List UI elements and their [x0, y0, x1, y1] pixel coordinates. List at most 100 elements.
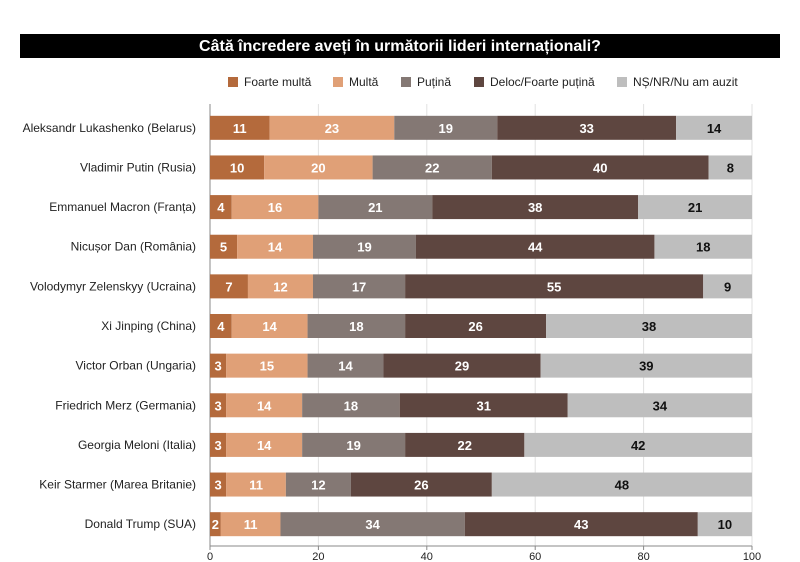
- data-label: 3: [215, 398, 222, 413]
- data-label: 16: [268, 200, 282, 215]
- x-axis: 0 20 40 60 80 100: [207, 545, 761, 562]
- legend-label: Multă: [349, 75, 379, 89]
- bar-segment: [432, 195, 639, 220]
- data-label: 11: [244, 517, 258, 532]
- data-label: 3: [215, 359, 222, 374]
- data-label: 14: [262, 319, 277, 334]
- legend-label: Foarte multă: [244, 75, 312, 89]
- bar-segment: [405, 314, 547, 338]
- bar-segment: [285, 472, 351, 497]
- legend-swatch: [474, 77, 484, 87]
- data-label: 14: [268, 240, 283, 255]
- legend-item: Puțină: [401, 75, 451, 89]
- title-bar: [20, 34, 780, 58]
- bar-segment: [497, 115, 677, 140]
- category-label: Emmanuel Macron (Franța): [49, 200, 196, 214]
- bar-segment: [307, 353, 384, 378]
- chart-title: Câtă încredere aveți în următorii lideri…: [199, 38, 601, 55]
- bar-segment: [226, 472, 286, 497]
- data-label: 3: [215, 438, 222, 453]
- data-label: 18: [344, 398, 358, 413]
- legend-item: NȘ/NR/Nu am auzit: [617, 75, 738, 89]
- data-label: 29: [455, 359, 469, 374]
- data-label: 38: [528, 200, 542, 215]
- data-label: 38: [642, 319, 656, 334]
- bar-segment: [210, 155, 265, 180]
- bar-segment: [708, 155, 752, 180]
- bar-segment: [399, 393, 568, 418]
- category-labels: Aleksandr Lukashenko (Belarus) Vladimir P…: [23, 121, 196, 531]
- bar-segment: [372, 155, 492, 180]
- bar-segment: [697, 512, 752, 537]
- bar-segment: [226, 393, 303, 418]
- data-label: 42: [631, 438, 645, 453]
- data-label: 7: [225, 279, 232, 294]
- legend-swatch: [401, 77, 411, 87]
- bar-segment: [280, 512, 465, 537]
- data-label: 34: [365, 517, 380, 532]
- legend-item: Multă: [333, 75, 379, 89]
- bar-segment: [464, 512, 698, 537]
- bar-segment: [210, 314, 232, 338]
- data-label: 39: [639, 359, 653, 374]
- bar-row: 4 16 21 38 21: [210, 195, 752, 220]
- bar-segment: [210, 393, 227, 418]
- data-label: 17: [352, 279, 366, 294]
- data-label: 11: [233, 121, 247, 136]
- legend: Foarte multă Multă Puțină Deloc/Foarte puți…: [228, 75, 738, 89]
- data-label: 19: [439, 121, 453, 136]
- data-label: 14: [707, 121, 722, 136]
- bar-row: 4 14 18 26 38: [210, 314, 752, 338]
- legend-swatch: [333, 77, 343, 87]
- data-label: 22: [425, 160, 439, 175]
- bar-segment: [638, 195, 752, 220]
- category-label: Xi Jinping (China): [101, 319, 196, 333]
- bar-segment: [654, 234, 752, 259]
- bar-segment: [307, 314, 406, 338]
- bar-segment: [269, 115, 395, 140]
- bar-segment: [312, 234, 416, 259]
- bar-segment: [210, 274, 248, 299]
- data-label: 18: [349, 319, 363, 334]
- data-label: 43: [574, 517, 588, 532]
- data-label: 21: [688, 200, 702, 215]
- data-label: 44: [528, 240, 543, 255]
- bar-segment: [220, 512, 281, 537]
- data-label: 2: [212, 517, 219, 532]
- bar-segment: [264, 155, 373, 180]
- bar-segment: [405, 274, 704, 299]
- data-label: 23: [325, 121, 339, 136]
- bar-segment: [546, 314, 752, 338]
- data-label: 26: [468, 319, 482, 334]
- category-label: Nicușor Dan (România): [71, 240, 196, 254]
- data-label: 5: [220, 240, 227, 255]
- legend-swatch: [617, 77, 627, 87]
- category-label: Keir Starmer (Marea Britanie): [39, 478, 196, 492]
- bar-segment: [210, 432, 227, 457]
- bar-row: 2 11 34 43 10: [210, 512, 752, 537]
- data-label: 48: [615, 478, 629, 493]
- x-tick-label: 60: [529, 551, 541, 562]
- bar-segment: [350, 472, 492, 497]
- bar-segment: [383, 353, 541, 378]
- data-label: 15: [260, 359, 274, 374]
- bar-row: 5 14 19 44 18: [210, 234, 752, 259]
- legend-label: Deloc/Foarte puțină: [490, 75, 595, 89]
- data-label: 9: [724, 279, 731, 294]
- bar-segment: [210, 472, 227, 497]
- data-label: 12: [311, 478, 325, 493]
- data-label: 10: [230, 160, 244, 175]
- bar-segment: [318, 195, 433, 220]
- bar-segment: [247, 274, 313, 299]
- bar-segment: [226, 353, 308, 378]
- bar-row: 11 23 19 33 14: [210, 115, 752, 140]
- data-label: 26: [414, 478, 428, 493]
- data-label: 4: [217, 200, 225, 215]
- legend-item: Foarte multă: [228, 75, 312, 89]
- data-label: 19: [357, 240, 371, 255]
- category-label: Friedrich Merz (Germania): [55, 398, 196, 412]
- legend-swatch: [228, 77, 238, 87]
- bar-segment: [567, 393, 752, 418]
- data-label: 33: [579, 121, 593, 136]
